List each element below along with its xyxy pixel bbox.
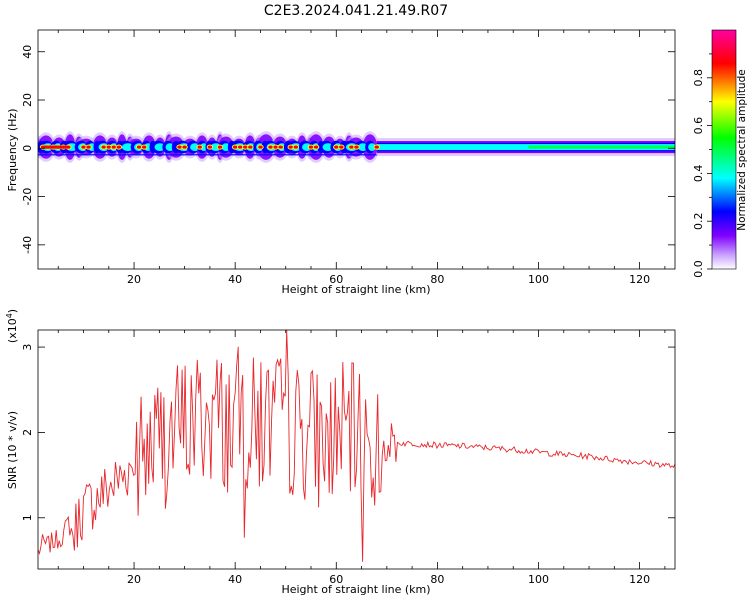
spectrogram-band xyxy=(38,131,675,163)
spectrogram-y-tick-label: 20 xyxy=(21,93,34,107)
colorbar-tick-label: 0.6 xyxy=(692,117,705,135)
spectrogram-y-tick-label: -20 xyxy=(21,188,34,206)
band-peak xyxy=(288,145,293,149)
colorbar-label: Normalized spectral amplitude xyxy=(736,69,748,230)
band-peak xyxy=(374,145,379,149)
band-peak xyxy=(81,145,86,149)
colorbar-tick-label: 0.4 xyxy=(692,165,705,183)
spectrogram-y-tick-label: 0 xyxy=(21,145,34,152)
band-peak xyxy=(141,145,147,149)
band-peak-run xyxy=(43,145,69,149)
band-peak xyxy=(258,145,263,149)
band-peak xyxy=(177,145,182,149)
colorbar-tick-label: 0.8 xyxy=(692,69,705,87)
spectrogram-axes: 20 40 60 80 100 120 -40 -20 0 20 40 xyxy=(21,29,676,286)
snr-panel: 20 40 60 80 100 120 1 2 3 Height of straight lin… xyxy=(5,309,676,596)
band-peak xyxy=(313,145,319,149)
band-peak xyxy=(293,145,299,149)
chart-title: C2E3.2024.041.21.49.R07 xyxy=(264,3,448,19)
band-b-inner xyxy=(376,144,675,151)
band-peak xyxy=(232,145,238,149)
band-peak xyxy=(197,145,202,149)
spectrogram-x-tick-label: 60 xyxy=(329,273,343,286)
snr-x-tick-label: 20 xyxy=(127,573,141,586)
spectrogram-y-tick-label: -40 xyxy=(21,236,34,254)
snr-x-label: Height of straight line (km) xyxy=(281,583,430,596)
band-peak xyxy=(111,145,117,149)
spectrogram-y-label: Frequency (Hz) xyxy=(6,109,19,192)
band-peak xyxy=(339,145,344,149)
band-peak xyxy=(349,145,354,149)
snr-x-tick-label: 100 xyxy=(528,573,549,586)
spectrogram-x-tick-label: 100 xyxy=(528,273,549,286)
spectrogram-x-tick-label: 20 xyxy=(127,273,141,286)
colorbar-tick-label: 0.0 xyxy=(692,260,705,278)
snr-y-tick-label: 3 xyxy=(21,344,34,351)
band-peak xyxy=(217,145,223,149)
band-b-core xyxy=(528,145,675,149)
band-peak xyxy=(243,145,248,149)
colorbar-gradient xyxy=(712,30,736,269)
band-peak xyxy=(182,145,187,149)
band-peak xyxy=(238,145,243,149)
snr-y-tick-label: 1 xyxy=(21,514,34,521)
band-peak xyxy=(308,145,314,149)
snr-line xyxy=(38,330,675,562)
spectrogram-x-label: Height of straight line (km) xyxy=(281,283,430,296)
snr-line-area xyxy=(38,330,675,562)
band-peak xyxy=(248,145,253,149)
spectrogram-x-tick-label: 120 xyxy=(629,273,650,286)
band-peak xyxy=(207,145,213,149)
spectrogram-y-tick-label: 40 xyxy=(21,45,34,59)
band-inner xyxy=(368,143,376,151)
snr-x-tick-label: 40 xyxy=(228,573,242,586)
band-peak xyxy=(116,145,122,149)
snr-y-tick-label: 2 xyxy=(21,429,34,436)
band-peak xyxy=(278,145,283,149)
band-peak xyxy=(86,145,91,149)
band-peak xyxy=(268,145,273,149)
band-peak xyxy=(334,145,339,149)
spectrogram-x-tick-label: 80 xyxy=(430,273,444,286)
snr-x-tick-label: 120 xyxy=(629,573,650,586)
snr-x-tick-label: 80 xyxy=(430,573,444,586)
band-peak xyxy=(354,145,359,149)
snr-y-label: SNR (10 * v/v) xyxy=(6,411,19,489)
band-peak xyxy=(273,145,278,149)
spectrogram-frame xyxy=(37,29,676,270)
band-peak xyxy=(106,145,111,149)
band-peak xyxy=(136,145,142,149)
spectrogram-x-tick-label: 40 xyxy=(228,273,242,286)
colorbar: 0.0 0.2 0.4 0.6 0.8 Normalized spectral ampl… xyxy=(692,29,748,278)
snr-axes: 20 40 60 80 100 120 1 2 3 xyxy=(21,329,676,586)
spectrogram-panel: 20 40 60 80 100 120 -40 -20 0 20 40 Height of stra… xyxy=(6,29,676,296)
colorbar-tick-label: 0.2 xyxy=(692,212,705,230)
snr-x-tick-label: 60 xyxy=(329,573,343,586)
colorbar-ticks: 0.0 0.2 0.4 0.6 0.8 xyxy=(692,53,712,278)
snr-y-multiplier: (x104) xyxy=(5,309,19,343)
snr-frame xyxy=(37,329,676,570)
band-peak xyxy=(101,145,106,149)
